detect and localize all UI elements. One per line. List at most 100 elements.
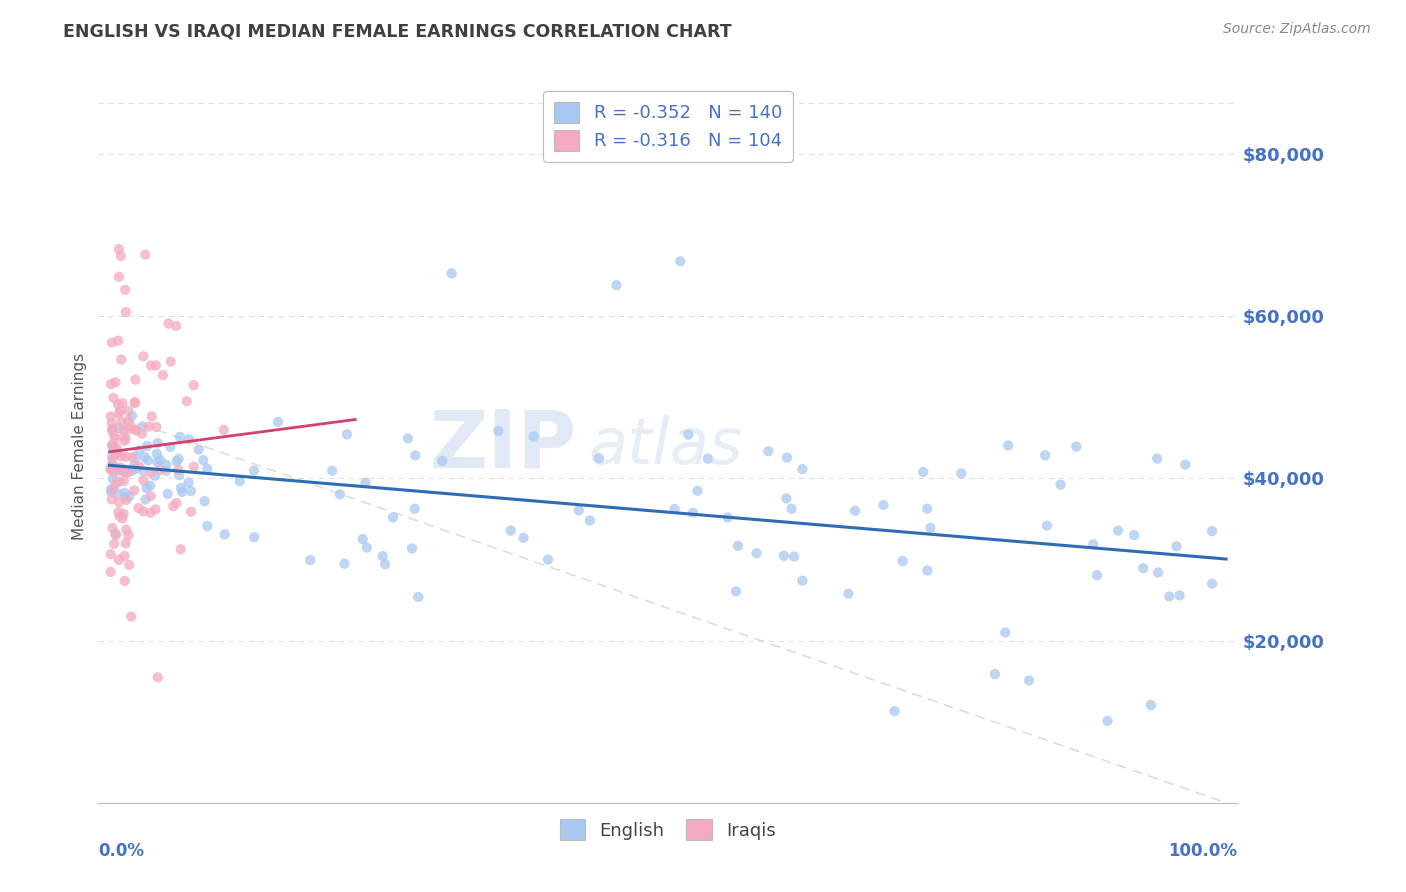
Point xyxy=(103,441,125,455)
Point xyxy=(176,394,198,409)
Point xyxy=(105,476,128,491)
Point xyxy=(891,554,914,568)
Point xyxy=(333,557,356,571)
Point xyxy=(195,461,218,475)
Point xyxy=(872,498,894,512)
Point xyxy=(117,466,139,480)
Point xyxy=(149,463,172,477)
Point xyxy=(183,378,205,392)
Point xyxy=(101,472,124,486)
Point xyxy=(132,464,155,478)
Point xyxy=(108,421,131,435)
Point xyxy=(837,587,859,601)
Point xyxy=(108,269,131,284)
Point xyxy=(177,475,200,490)
Point xyxy=(172,484,194,499)
Point xyxy=(994,625,1017,640)
Point xyxy=(775,491,797,506)
Point xyxy=(432,454,454,468)
Point xyxy=(107,334,129,348)
Point xyxy=(883,704,905,718)
Point xyxy=(1107,524,1129,538)
Point xyxy=(773,549,796,563)
Point xyxy=(103,391,125,405)
Point xyxy=(162,499,184,513)
Point xyxy=(132,349,155,363)
Point xyxy=(139,359,162,373)
Point xyxy=(127,500,149,515)
Point xyxy=(180,505,202,519)
Point xyxy=(404,448,426,462)
Point xyxy=(1140,698,1163,713)
Point xyxy=(523,429,546,443)
Point xyxy=(134,247,156,261)
Point xyxy=(167,463,190,477)
Point xyxy=(912,465,935,479)
Point xyxy=(783,549,806,564)
Point xyxy=(155,458,177,472)
Point xyxy=(135,481,157,495)
Point xyxy=(1033,448,1056,462)
Point xyxy=(997,438,1019,452)
Point xyxy=(381,510,404,524)
Point xyxy=(1132,561,1154,575)
Point xyxy=(228,474,250,488)
Point xyxy=(121,450,143,465)
Point xyxy=(170,542,193,557)
Point xyxy=(100,416,122,430)
Point xyxy=(167,468,190,483)
Point xyxy=(107,397,129,411)
Point xyxy=(404,501,426,516)
Point xyxy=(118,489,141,503)
Point xyxy=(1146,451,1168,466)
Point xyxy=(120,609,142,624)
Point xyxy=(267,415,290,429)
Point xyxy=(193,453,215,467)
Point xyxy=(1147,566,1170,580)
Text: atlas: atlas xyxy=(588,415,742,477)
Point xyxy=(101,422,124,436)
Point xyxy=(374,558,396,572)
Point xyxy=(112,507,135,521)
Point xyxy=(100,377,122,392)
Point xyxy=(780,501,803,516)
Text: 0.0%: 0.0% xyxy=(98,842,145,860)
Point xyxy=(146,447,169,461)
Point xyxy=(101,437,124,451)
Point xyxy=(145,420,167,434)
Point xyxy=(114,490,136,504)
Point xyxy=(166,496,188,510)
Point xyxy=(104,528,127,542)
Point xyxy=(114,549,136,563)
Point xyxy=(101,335,124,350)
Point xyxy=(120,419,142,434)
Point xyxy=(100,463,122,477)
Point xyxy=(103,537,125,551)
Point xyxy=(183,459,205,474)
Point xyxy=(243,464,266,478)
Point xyxy=(101,439,124,453)
Point xyxy=(950,467,973,481)
Point xyxy=(1123,528,1146,542)
Point xyxy=(243,530,266,544)
Point xyxy=(105,461,128,475)
Point xyxy=(108,495,131,509)
Point xyxy=(107,505,129,519)
Point xyxy=(537,552,560,566)
Point xyxy=(101,458,124,472)
Point xyxy=(108,475,131,489)
Point xyxy=(124,395,146,409)
Point xyxy=(155,464,177,478)
Point xyxy=(1097,714,1119,728)
Point xyxy=(664,502,686,516)
Point xyxy=(195,519,218,533)
Point xyxy=(105,463,128,477)
Point xyxy=(108,242,131,256)
Point xyxy=(114,432,136,446)
Point xyxy=(121,464,143,478)
Point xyxy=(115,493,138,508)
Point xyxy=(104,447,127,461)
Point xyxy=(371,549,394,564)
Point xyxy=(139,506,162,520)
Point xyxy=(568,503,591,517)
